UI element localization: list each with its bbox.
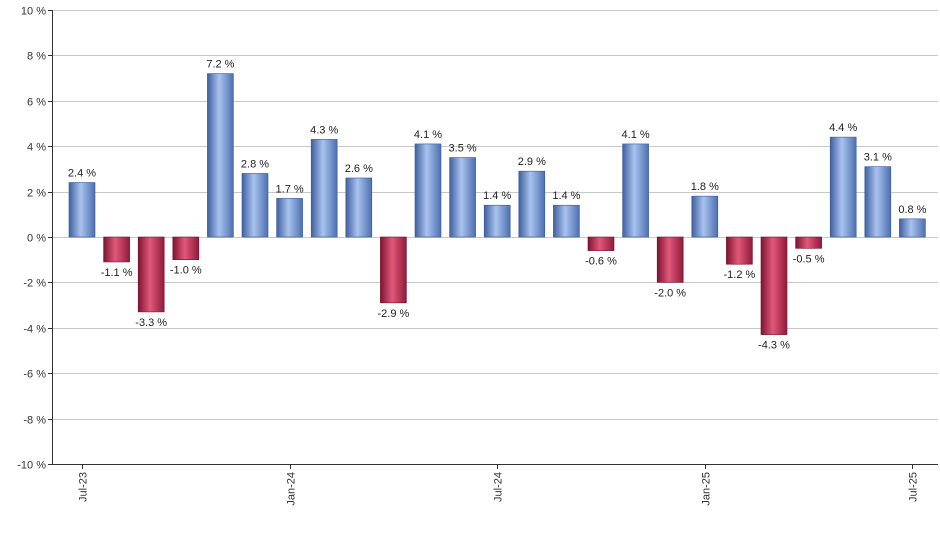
bar-value-label: -2.9 % — [378, 308, 410, 320]
bar-value-label: 1.4 % — [552, 190, 580, 202]
bar-value-label: -2.0 % — [654, 287, 686, 299]
y-tick-label: -4 % — [23, 324, 46, 336]
bar-value-label: 0.8 % — [898, 204, 926, 216]
x-tick-label: Jul-24 — [493, 472, 505, 502]
bar-value-label: -4.3 % — [758, 340, 790, 352]
y-tick-label: -8 % — [23, 415, 46, 427]
bar-positive — [553, 204, 580, 238]
bar-negative — [137, 236, 165, 313]
x-tick-label: Jul-23 — [78, 472, 90, 502]
bar-value-label: 1.8 % — [691, 181, 719, 193]
bar-value-label: -1.2 % — [724, 269, 756, 281]
bar-positive — [276, 198, 303, 238]
bars — [68, 73, 926, 335]
bar-value-label: 1.7 % — [276, 183, 304, 195]
bar-positive — [691, 195, 719, 238]
bar-value-label: 4.1 % — [622, 129, 650, 141]
bar-value-label: 4.4 % — [829, 122, 857, 134]
bar-value-label: 4.1 % — [414, 129, 442, 141]
y-tick-label: 6 % — [27, 97, 46, 109]
bar-positive — [310, 139, 338, 238]
x-tick-label: Jan-25 — [701, 472, 713, 506]
bar-negative — [726, 236, 753, 265]
data-labels: 2.4 % -1.1 % -3.3 % -1.0 % 7.2 % 2.8 % 1.7 % 4.… — [68, 59, 927, 352]
axes: 10 % 8 % 6 % 4 % 2 % 0 % -2 % -4 % -6 % -8 % -10 %… — [17, 6, 938, 506]
bar-value-label: -0.6 % — [585, 256, 617, 268]
bar-value-label: 4.3 % — [310, 124, 338, 136]
y-tick-label: 2 % — [27, 188, 46, 200]
bar-positive — [899, 218, 926, 238]
bar-positive — [864, 166, 892, 238]
bar-positive — [241, 173, 269, 238]
bar-positive — [483, 204, 511, 238]
bar-value-label: 7.2 % — [206, 59, 234, 71]
y-tick-label: -10 % — [17, 460, 46, 472]
bar-value-label: 2.8 % — [241, 158, 269, 170]
bar-value-label: 2.6 % — [345, 163, 373, 175]
x-tick-label: Jul-25 — [908, 472, 920, 502]
bar-negative — [103, 236, 130, 263]
bar-value-label: 2.4 % — [68, 168, 96, 180]
bar-negative — [656, 236, 684, 283]
bar-value-label: -3.3 % — [135, 317, 167, 329]
bar-negative — [587, 236, 615, 251]
bar-positive — [68, 182, 96, 238]
bar-negative — [795, 236, 822, 249]
bar-positive — [829, 136, 857, 238]
bar-value-label: 1.4 % — [483, 190, 511, 202]
y-tick-label: -2 % — [23, 278, 46, 290]
bar-value-label: -0.5 % — [793, 253, 825, 265]
bar-negative — [760, 236, 788, 335]
y-tick-label: 8 % — [27, 51, 46, 63]
bar-value-label: -1.0 % — [170, 265, 202, 277]
bar-value-label: 3.1 % — [864, 152, 892, 164]
y-tick-label: -6 % — [23, 369, 46, 381]
y-tick-label: 0 % — [27, 233, 46, 245]
bar-negative — [172, 236, 200, 261]
bar-positive — [414, 143, 442, 238]
bar-value-label: 3.5 % — [449, 143, 477, 155]
bar-negative — [380, 236, 407, 304]
bar-positive — [207, 73, 234, 238]
bar-positive — [345, 177, 373, 238]
bar-positive — [622, 143, 649, 238]
bar-positive — [449, 157, 476, 238]
bar-value-label: 2.9 % — [518, 156, 546, 168]
x-tick-label: Jan-24 — [286, 472, 298, 506]
y-tick-label: 4 % — [27, 142, 46, 154]
y-tick-label: 10 % — [21, 6, 46, 18]
bar-value-label: -1.1 % — [101, 267, 133, 279]
bar-positive — [518, 170, 546, 238]
